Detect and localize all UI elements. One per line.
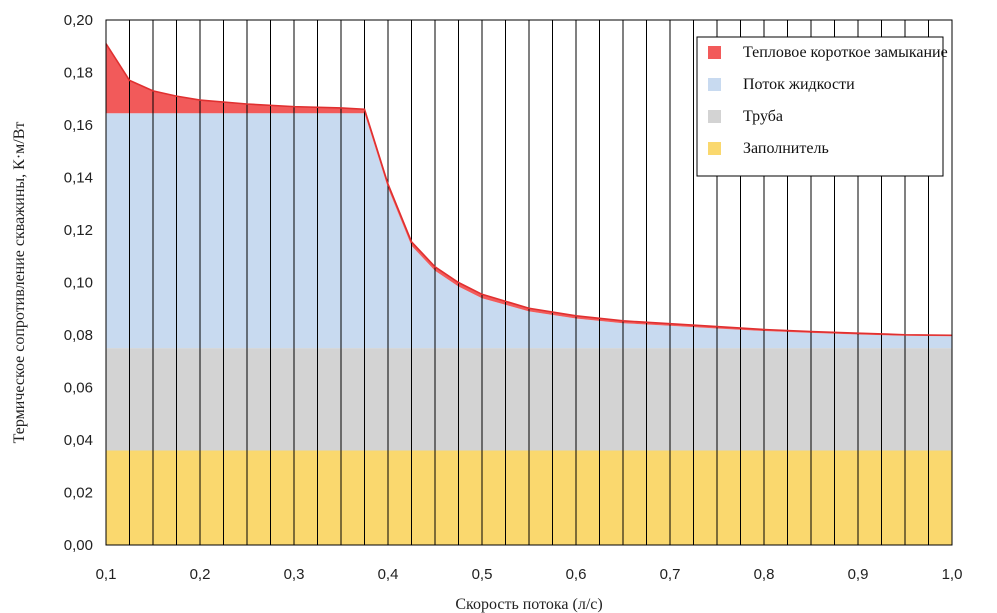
y-tick-label: 0,02 xyxy=(64,485,93,502)
x-tick-label: 0,1 xyxy=(96,566,117,583)
legend: Тепловое короткое замыкание Поток жидкост… xyxy=(696,36,948,177)
legend-label: Поток жидкости xyxy=(743,76,855,93)
top-edge-line xyxy=(105,43,953,337)
x-tick-label: 0,4 xyxy=(378,566,399,583)
chart-edge xyxy=(105,43,953,337)
legend-swatch xyxy=(708,110,721,123)
y-tick-label: 0,08 xyxy=(64,327,93,344)
y-axis-title: Термическое сопротивление скважины, К·м/… xyxy=(11,122,28,444)
legend-box xyxy=(696,36,944,177)
y-tick-label: 0,10 xyxy=(64,275,93,292)
x-axis-title: Скорость потока (л/с) xyxy=(455,596,602,613)
x-tick-label: 0,5 xyxy=(472,566,493,583)
x-tick-label: 0,3 xyxy=(284,566,305,583)
legend-label: Труба xyxy=(743,108,783,125)
x-tick-label: 1,0 xyxy=(942,566,963,583)
legend-swatch xyxy=(708,78,721,91)
legend-swatch xyxy=(708,46,721,59)
plot-frame xyxy=(105,19,953,546)
y-tick-label: 0,14 xyxy=(64,170,93,187)
x-tick-label: 0,7 xyxy=(660,566,681,583)
y-axis-ticks: 0,00 0,02 0,04 0,06 0,08 0,10 0,12 0,14 0,16 0,18… xyxy=(64,12,93,554)
x-axis-ticks: 0,1 0,2 0,3 0,4 0,5 0,6 0,7 0,8 0,9 1,0 xyxy=(96,566,963,583)
legend-swatch xyxy=(708,142,721,155)
x-tick-label: 0,9 xyxy=(848,566,869,583)
legend-label: Тепловое короткое замыкание xyxy=(743,44,948,61)
y-tick-label: 0,18 xyxy=(64,65,93,82)
y-tick-label: 0,06 xyxy=(64,380,93,397)
y-tick-label: 0,16 xyxy=(64,117,93,134)
chart-grid xyxy=(129,20,929,545)
y-tick-label: 0,12 xyxy=(64,222,93,239)
y-tick-label: 0,20 xyxy=(64,12,93,29)
x-tick-label: 0,6 xyxy=(566,566,587,583)
y-tick-label: 0,04 xyxy=(64,432,93,449)
y-tick-label: 0,00 xyxy=(64,537,93,554)
x-tick-label: 0,2 xyxy=(190,566,211,583)
x-tick-label: 0,8 xyxy=(754,566,775,583)
legend-label: Заполнитель xyxy=(743,140,829,157)
